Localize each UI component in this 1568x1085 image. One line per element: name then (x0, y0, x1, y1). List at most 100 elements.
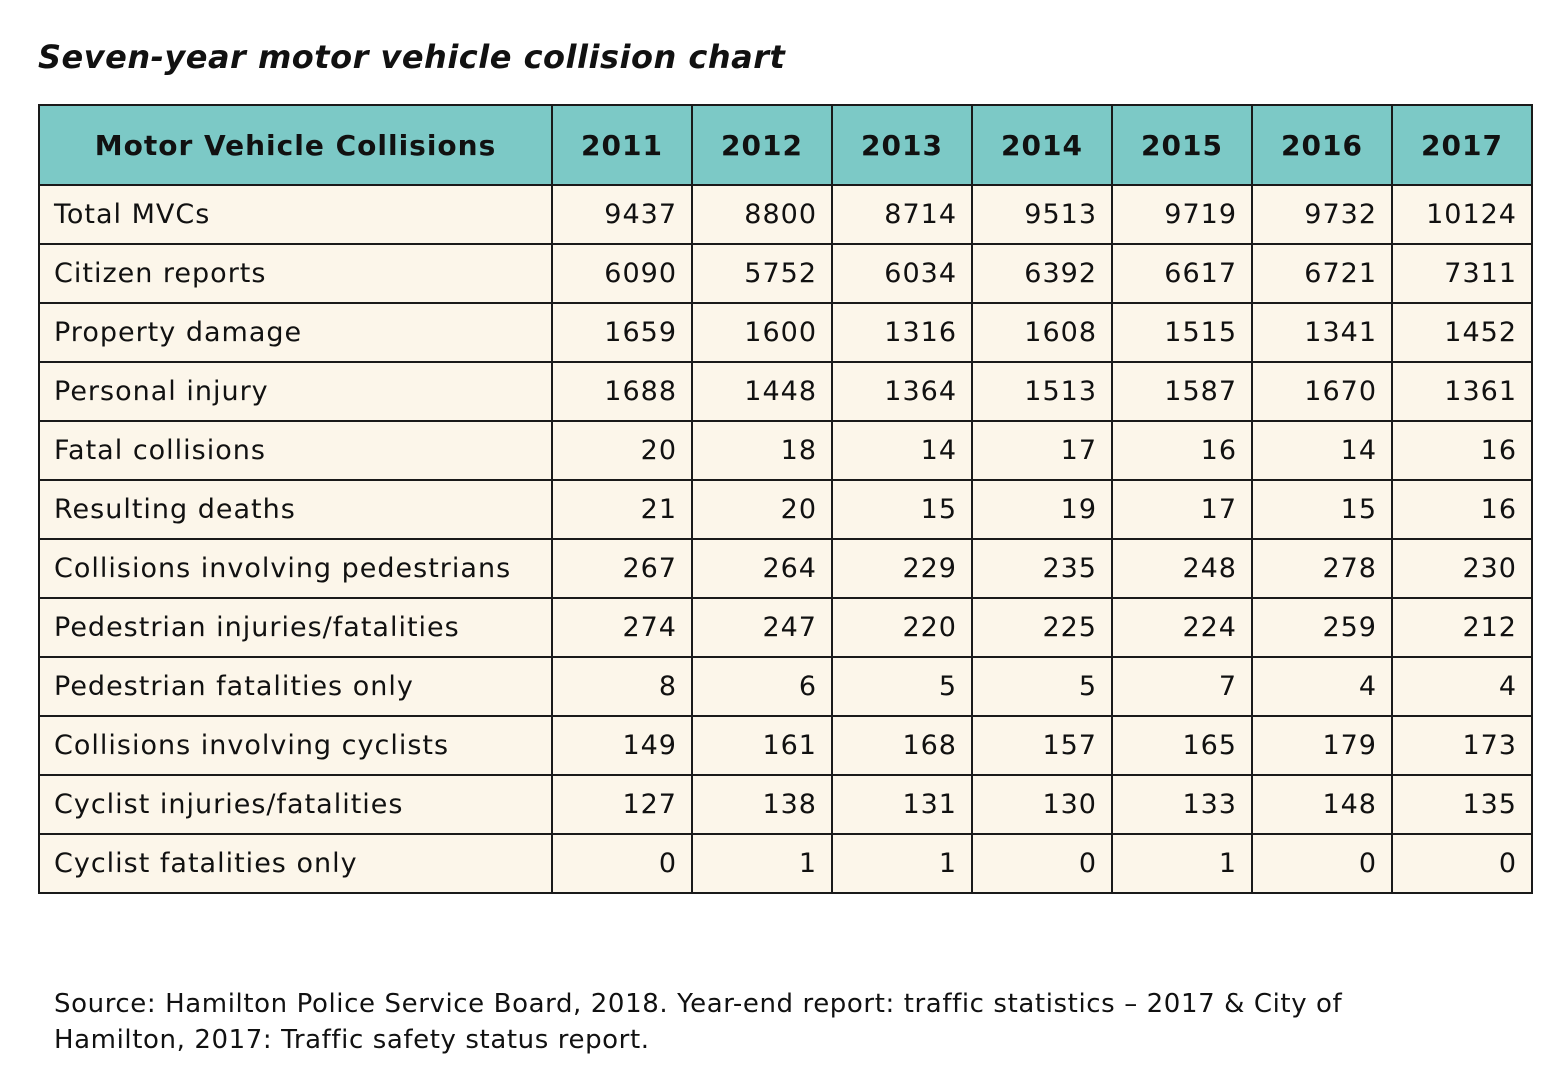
header-cell-category: Motor Vehicle Collisions (38, 104, 553, 186)
table-row: Citizen reports 6090 5752 6034 6392 6617 6721 7… (38, 243, 1533, 304)
value-cell: 1608 (971, 302, 1113, 363)
value-cell: 1 (1111, 833, 1253, 894)
table-row: Personal injury 1688 1448 1364 1513 1587 1670 1… (38, 361, 1533, 422)
value-cell: 19 (971, 479, 1113, 540)
row-label: Cyclist injuries/fatalities (38, 774, 553, 835)
value-cell: 17 (971, 420, 1113, 481)
value-cell: 161 (691, 715, 833, 776)
value-cell: 1600 (691, 302, 833, 363)
value-cell: 127 (551, 774, 693, 835)
value-cell: 7311 (1391, 243, 1533, 304)
value-cell: 14 (831, 420, 973, 481)
value-cell: 1 (831, 833, 973, 894)
row-label: Personal injury (38, 361, 553, 422)
row-label: Collisions involving pedestrians (38, 538, 553, 599)
value-cell: 235 (971, 538, 1113, 599)
table-body: Total MVCs 9437 8800 8714 9513 9719 9732 10124 C… (38, 184, 1533, 894)
value-cell: 9437 (551, 184, 693, 245)
value-cell: 1361 (1391, 361, 1533, 422)
value-cell: 0 (551, 833, 693, 894)
value-cell: 16 (1391, 479, 1533, 540)
value-cell: 7 (1111, 656, 1253, 717)
value-cell: 9719 (1111, 184, 1253, 245)
table-row: Total MVCs 9437 8800 8714 9513 9719 9732 10124 (38, 184, 1533, 245)
value-cell: 278 (1251, 538, 1393, 599)
value-cell: 6617 (1111, 243, 1253, 304)
header-cell-year: 2013 (831, 104, 973, 186)
value-cell: 8 (551, 656, 693, 717)
row-label: Pedestrian injuries/fatalities (38, 597, 553, 658)
value-cell: 0 (971, 833, 1113, 894)
value-cell: 5752 (691, 243, 833, 304)
value-cell: 21 (551, 479, 693, 540)
value-cell: 1688 (551, 361, 693, 422)
value-cell: 9732 (1251, 184, 1393, 245)
value-cell: 133 (1111, 774, 1253, 835)
value-cell: 264 (691, 538, 833, 599)
value-cell: 6392 (971, 243, 1113, 304)
table-row: Resulting deaths 21 20 15 19 17 15 16 (38, 479, 1533, 540)
value-cell: 20 (551, 420, 693, 481)
row-label: Collisions involving cyclists (38, 715, 553, 776)
row-label: Resulting deaths (38, 479, 553, 540)
value-cell: 225 (971, 597, 1113, 658)
source-note: Source: Hamilton Police Service Board, 2… (54, 989, 1343, 1055)
value-cell: 1513 (971, 361, 1113, 422)
table-row: Collisions involving pedestrians 267 264 22… (38, 538, 1533, 599)
table-row: Property damage 1659 1600 1316 1608 1515 1341 1… (38, 302, 1533, 363)
header-cell-year: 2015 (1111, 104, 1253, 186)
row-label: Fatal collisions (38, 420, 553, 481)
header-cell-year: 2014 (971, 104, 1113, 186)
header-cell-year: 2017 (1391, 104, 1533, 186)
header-cell-year: 2011 (551, 104, 693, 186)
table-row: Collisions involving cyclists 149 161 168 15… (38, 715, 1533, 776)
value-cell: 229 (831, 538, 973, 599)
header-cell-year: 2012 (691, 104, 833, 186)
value-cell: 149 (551, 715, 693, 776)
value-cell: 14 (1251, 420, 1393, 481)
value-cell: 0 (1251, 833, 1393, 894)
value-cell: 5 (971, 656, 1113, 717)
row-label: Citizen reports (38, 243, 553, 304)
table-row: Pedestrian fatalities only 8 6 5 5 7 4 4 (38, 656, 1533, 717)
value-cell: 220 (831, 597, 973, 658)
value-cell: 138 (691, 774, 833, 835)
row-label: Pedestrian fatalities only (38, 656, 553, 717)
value-cell: 274 (551, 597, 693, 658)
value-cell: 1670 (1251, 361, 1393, 422)
value-cell: 1448 (691, 361, 833, 422)
table-row: Cyclist injuries/fatalities 127 138 131 130 1… (38, 774, 1533, 835)
row-label: Property damage (38, 302, 553, 363)
value-cell: 168 (831, 715, 973, 776)
table-row: Cyclist fatalities only 0 1 1 0 1 0 0 (38, 833, 1533, 894)
value-cell: 10124 (1391, 184, 1533, 245)
value-cell: 17 (1111, 479, 1253, 540)
value-cell: 165 (1111, 715, 1253, 776)
row-label: Total MVCs (38, 184, 553, 245)
value-cell: 4 (1391, 656, 1533, 717)
value-cell: 224 (1111, 597, 1253, 658)
table-row: Pedestrian injuries/fatalities 274 247 220 2… (38, 597, 1533, 658)
value-cell: 6721 (1251, 243, 1393, 304)
value-cell: 1515 (1111, 302, 1253, 363)
value-cell: 1452 (1391, 302, 1533, 363)
value-cell: 267 (551, 538, 693, 599)
header-cell-year: 2016 (1251, 104, 1393, 186)
value-cell: 1587 (1111, 361, 1253, 422)
value-cell: 0 (1391, 833, 1533, 894)
value-cell: 1 (691, 833, 833, 894)
value-cell: 9513 (971, 184, 1113, 245)
value-cell: 6090 (551, 243, 693, 304)
value-cell: 16 (1391, 420, 1533, 481)
value-cell: 1364 (831, 361, 973, 422)
value-cell: 18 (691, 420, 833, 481)
page-title: Seven-year motor vehicle collision chart (38, 38, 786, 76)
value-cell: 15 (831, 479, 973, 540)
value-cell: 247 (691, 597, 833, 658)
value-cell: 6 (691, 656, 833, 717)
value-cell: 259 (1251, 597, 1393, 658)
value-cell: 1341 (1251, 302, 1393, 363)
value-cell: 248 (1111, 538, 1253, 599)
value-cell: 1659 (551, 302, 693, 363)
value-cell: 230 (1391, 538, 1533, 599)
